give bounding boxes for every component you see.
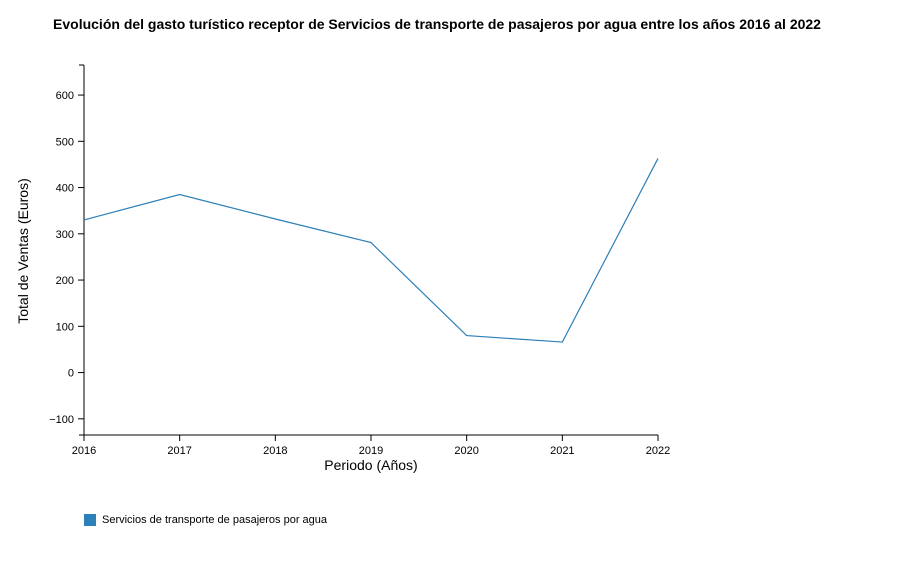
chart-title: Evolución del gasto turístico receptor d… (53, 16, 821, 32)
x-axis-title: Periodo (Años) (324, 457, 417, 473)
data-point (274, 218, 277, 221)
legend-swatch (84, 514, 96, 526)
legend: Servicios de transporte de pasajeros por… (84, 514, 327, 526)
data-point (465, 334, 468, 337)
data-point (561, 341, 564, 344)
y-tick-label: 100 (56, 321, 74, 333)
data-point (370, 241, 373, 244)
y-tick-label: 300 (56, 229, 74, 241)
data-point (178, 193, 181, 196)
x-tick-label: 2018 (263, 445, 287, 457)
x-tick-label: 2017 (167, 445, 191, 457)
x-tick-label: 2020 (454, 445, 478, 457)
y-tick-label: 0 (68, 368, 74, 380)
data-point (657, 157, 660, 160)
y-tick-label: 400 (56, 183, 74, 195)
y-tick-label: −100 (49, 414, 74, 426)
y-tick-label: 500 (56, 136, 74, 148)
x-tick-label: 2021 (550, 445, 574, 457)
legend-label: Servicios de transporte de pasajeros por… (102, 514, 328, 526)
y-axis: −100 0 100 200 300 400 500 600 (49, 64, 85, 436)
y-axis-title: Total de Ventas (Euros) (15, 178, 31, 324)
x-axis: 2016 2017 2018 2019 2020 2021 2022 (72, 434, 670, 457)
data-point (83, 218, 86, 221)
series-line (83, 158, 659, 343)
x-tick-label: 2016 (72, 445, 96, 457)
y-tick-label: 200 (56, 275, 74, 287)
series-layer (83, 157, 660, 344)
y-tick-label: 600 (56, 90, 74, 102)
x-tick-label: 2019 (359, 445, 383, 457)
x-tick-label: 2022 (646, 445, 670, 457)
